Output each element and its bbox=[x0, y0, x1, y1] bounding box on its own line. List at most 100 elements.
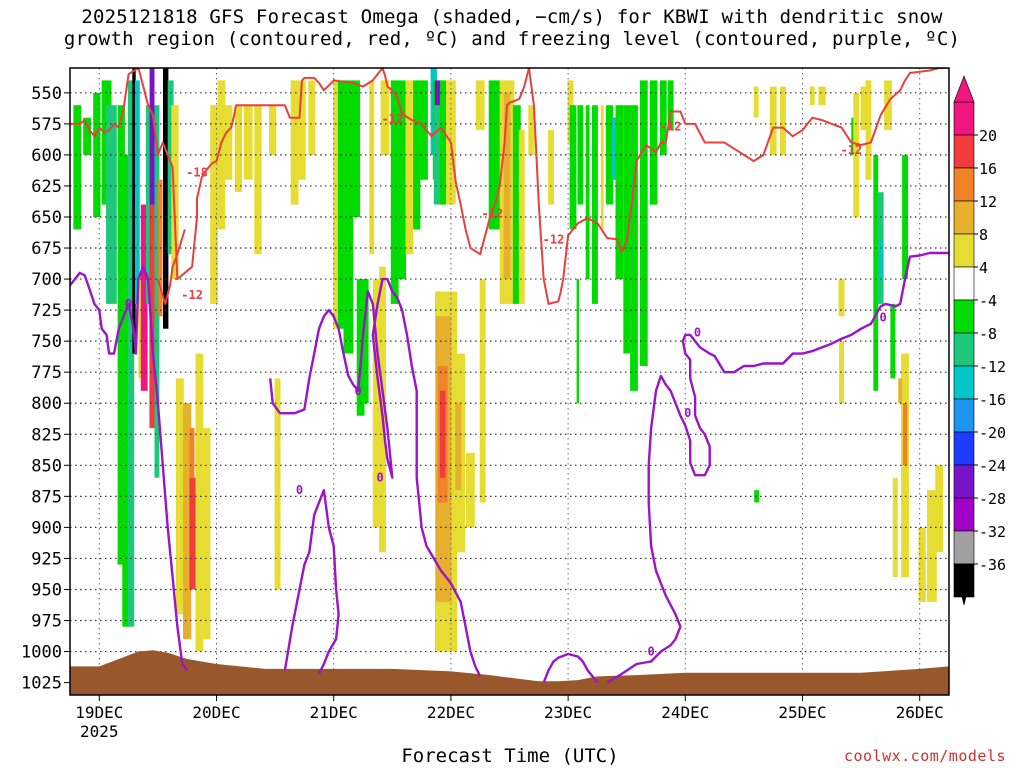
omega-cell bbox=[890, 303, 896, 379]
omega-cell bbox=[343, 80, 354, 354]
dgz-contour-label: -12 bbox=[543, 232, 565, 246]
freezing-level-label: 0 bbox=[647, 645, 654, 659]
colorbar-band bbox=[953, 398, 975, 433]
y-axis-ticks: 550 575 600 625 650 675 700 725 750 775 800 825 850 8… bbox=[21, 84, 70, 694]
omega-cell bbox=[333, 80, 340, 329]
x-tick-label: 26DEC bbox=[896, 703, 944, 722]
omega-cell bbox=[380, 80, 390, 155]
colorbar-bottom-arrow bbox=[953, 563, 975, 606]
omega-cell bbox=[548, 130, 554, 205]
omega-cell bbox=[512, 105, 521, 304]
colorbar-label: -32 bbox=[979, 523, 1006, 541]
omega-cell bbox=[413, 80, 421, 230]
omega-cell bbox=[83, 117, 91, 155]
omega-cell bbox=[149, 68, 155, 205]
y-tick-label: 850 bbox=[31, 456, 62, 476]
dendritic-growth-contours bbox=[70, 68, 949, 305]
omega-cell bbox=[503, 92, 511, 279]
x-tick-label: 22DEC bbox=[427, 703, 475, 722]
omega-cell bbox=[818, 86, 826, 106]
omega-cell bbox=[163, 68, 169, 329]
omega-cell bbox=[372, 279, 381, 528]
colorbar-top-arrow bbox=[953, 75, 975, 103]
omega-cell bbox=[243, 105, 253, 180]
omega-cell bbox=[176, 378, 184, 615]
freezing-level-label: 0 bbox=[125, 297, 132, 311]
omega-cell bbox=[189, 477, 197, 590]
colorbar-band bbox=[953, 101, 975, 136]
omega-cell bbox=[298, 80, 306, 180]
omega-cell bbox=[390, 80, 399, 304]
omega-cell bbox=[455, 403, 462, 491]
freezing-level-label: 0 bbox=[879, 311, 886, 325]
colorbar-label: -24 bbox=[979, 457, 1006, 475]
x-tick-label: 24DEC bbox=[661, 703, 709, 722]
y-tick-label: 725 bbox=[31, 301, 62, 321]
y-tick-label: 875 bbox=[31, 487, 62, 507]
omega-cell bbox=[769, 86, 777, 155]
omega-time-height-chart: -18 -12 -12 -12 -12 -12 -12 0 0 0 0 0 0 0 0 550 575 600 6… bbox=[21, 67, 1006, 741]
omega-cell bbox=[809, 86, 815, 106]
omega-cell bbox=[154, 105, 160, 478]
omega-cell bbox=[623, 105, 631, 354]
omega-cell bbox=[600, 105, 604, 230]
freezing-level-label: 0 bbox=[296, 483, 303, 497]
omega-cell bbox=[210, 105, 218, 304]
y-tick-label: 1000 bbox=[21, 643, 62, 663]
colorbar-band bbox=[953, 365, 975, 400]
colorbar-label: 20 bbox=[979, 127, 997, 145]
freezing-level-label: 0 bbox=[684, 406, 691, 420]
omega-cell bbox=[479, 279, 486, 503]
colorbar-band bbox=[953, 299, 975, 334]
freezing-level-contour-line bbox=[283, 488, 340, 675]
y-tick-label: 575 bbox=[31, 115, 62, 135]
colorbar-label: 4 bbox=[979, 259, 988, 277]
x-tick-label: 19DEC bbox=[75, 703, 123, 722]
omega-cell bbox=[195, 353, 204, 652]
omega-cell bbox=[254, 105, 262, 255]
omega-cell bbox=[649, 80, 658, 205]
freezing-level-contours bbox=[70, 251, 949, 684]
credit-link[interactable]: coolwx.com/models bbox=[843, 747, 1006, 765]
omega-cell bbox=[140, 204, 148, 391]
x-axis-ticks: 19DEC 20DEC 21DEC 22DEC 23DEC 24DEC 25DEC 26DEC… bbox=[75, 695, 944, 741]
y-tick-label: 800 bbox=[31, 394, 62, 414]
y-tick-label: 650 bbox=[31, 208, 62, 228]
omega-cell bbox=[569, 105, 577, 230]
colorbar-label: -4 bbox=[979, 292, 997, 310]
omega-cell bbox=[127, 80, 135, 627]
terrain-layer bbox=[70, 650, 949, 695]
y-tick-label: 950 bbox=[31, 580, 62, 600]
omega-cell bbox=[203, 428, 211, 640]
omega-cell bbox=[518, 130, 525, 304]
y-tick-label: 900 bbox=[31, 518, 62, 538]
omega-cell bbox=[122, 154, 131, 627]
freezing-level-label: 0 bbox=[694, 326, 701, 340]
omega-cell bbox=[290, 80, 299, 205]
freezing-level-contour-line bbox=[542, 652, 599, 684]
omega-cell bbox=[167, 80, 174, 255]
dgz-contour-label: -12 bbox=[660, 119, 682, 133]
colorbar-label: 12 bbox=[979, 193, 997, 211]
omega-cell bbox=[351, 80, 361, 218]
colorbar-band bbox=[953, 431, 975, 466]
y-tick-label: 550 bbox=[31, 84, 62, 104]
omega-cell bbox=[884, 80, 892, 131]
omega-cell bbox=[898, 378, 903, 404]
omega-cell bbox=[149, 204, 155, 429]
terrain-fill bbox=[70, 650, 949, 695]
chart-title-line-2: growth region (contoured, red, ºC) and f… bbox=[63, 28, 961, 50]
colorbar-band bbox=[953, 497, 975, 532]
omega-cell bbox=[918, 527, 926, 602]
colorbar-legend: 20 16 12 8 4 -4 -8 -12 -16 -20 -24 -28 -32 -36 bbox=[953, 75, 1006, 606]
omega-cell bbox=[754, 490, 760, 503]
dgz-contour-line bbox=[156, 229, 186, 305]
omega-cell bbox=[183, 403, 192, 640]
omega-cell bbox=[234, 105, 243, 193]
freezing-level-contour-line bbox=[70, 265, 189, 671]
omega-cell bbox=[838, 279, 845, 317]
freezing-level-label: 0 bbox=[354, 384, 361, 398]
colorbar-band bbox=[953, 233, 975, 268]
y-tick-label: 775 bbox=[31, 363, 62, 383]
omega-cell bbox=[117, 105, 125, 565]
